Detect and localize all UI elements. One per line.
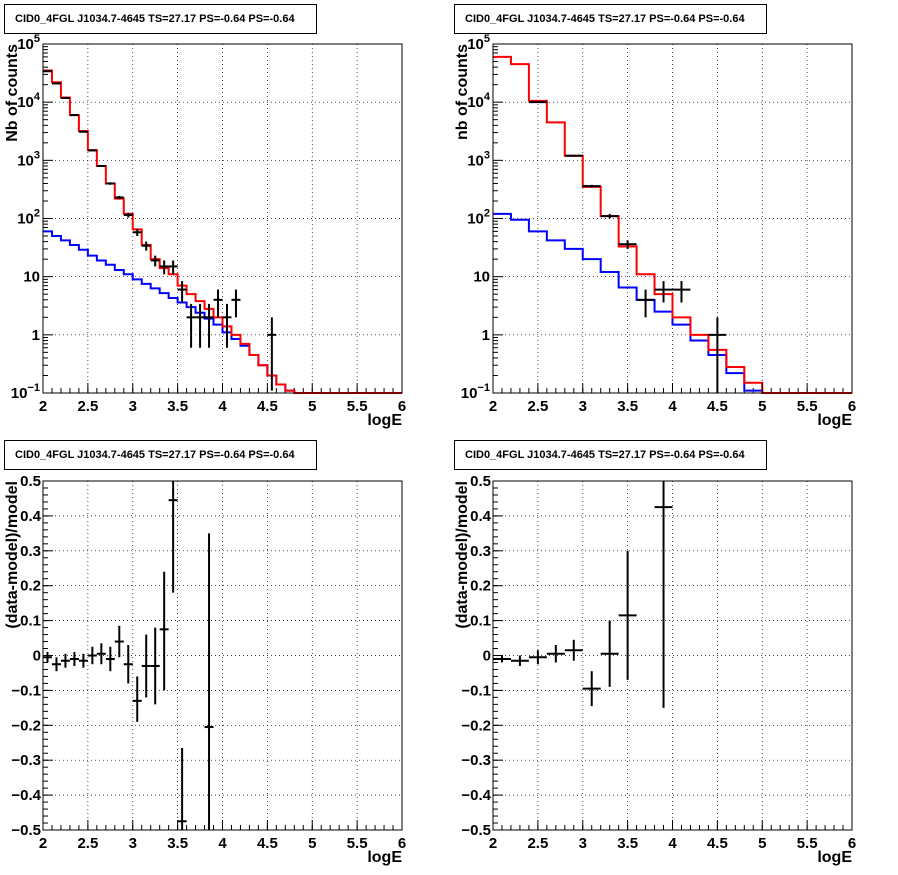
- panel-4-y-tick-label: −0.3: [461, 752, 491, 769]
- panel-2-y-tick-label: 103: [467, 149, 490, 169]
- panel-3-x-tick-label: 3.5: [167, 835, 188, 852]
- panel-4-x-tick-label: 3.5: [617, 835, 638, 852]
- panel-2-x-tick-label: 4.5: [707, 398, 728, 415]
- panel-2-y-tick-label: 105: [467, 33, 490, 53]
- panel-2-y-tick-label: 104: [467, 91, 491, 111]
- panel-1-y-tick-label: 105: [17, 33, 40, 53]
- panel-2-x-tick-label: 4: [668, 398, 677, 415]
- panel-2-y-tick-label: 10: [473, 269, 490, 286]
- panel-3-y-tick-label: 0.5: [20, 473, 41, 490]
- panel-1-x-tick-label: 3: [129, 398, 137, 415]
- panel-3-x-axis-title: logE: [367, 849, 402, 866]
- panel-4-x-tick-label: 5.5: [797, 835, 818, 852]
- panel-1-x-tick-label: 4.5: [257, 398, 278, 415]
- panel-1-x-tick-label: 5.5: [347, 398, 368, 415]
- panel-1-title: CID0_4FGL J1034.7-4645 TS=27.17 PS=-0.64…: [4, 4, 317, 34]
- panel-3-y-tick-label: 0.3: [20, 543, 41, 560]
- panel-4-x-tick-label: 2: [489, 835, 497, 852]
- panel-3-x-tick-label: 4.5: [257, 835, 278, 852]
- panel-3-y-tick-label: −0.1: [11, 682, 41, 699]
- panel-3-y-tick-label: −0.5: [11, 822, 41, 839]
- panel-1-x-tick-label: 3.5: [167, 398, 188, 415]
- panel-4-y-tick-label: −0.5: [461, 822, 491, 839]
- panel-3-y-tick-label: 0.2: [20, 578, 41, 595]
- panel-1-y-tick-label: 103: [17, 149, 40, 169]
- panel-4-x-tick-label: 3: [579, 835, 587, 852]
- panel-4-y-axis-title: (data-model)/model: [454, 481, 471, 629]
- panel-4-y-tick-label: 0.3: [470, 543, 491, 560]
- panel-4-y-tick-label: −0.1: [461, 682, 491, 699]
- panel-3-x-tick-label: 2: [39, 835, 47, 852]
- panel-4-x-tick-label: 4: [668, 835, 677, 852]
- panel-4-y-tick-label: 0.1: [470, 613, 491, 630]
- panel-4-y-tick-label: 0.5: [470, 473, 491, 490]
- panel-2-x-tick-label: 2.5: [527, 398, 548, 415]
- panel-2-x-tick-label: 6: [848, 398, 856, 415]
- panel-1-y-tick-label: 1: [32, 327, 40, 344]
- panel-4-x-tick-label: 5: [758, 835, 766, 852]
- panel-1-y-tick-label: 10: [23, 269, 40, 286]
- panel-3-y-tick-label: 0: [33, 648, 41, 665]
- panel-3-x-tick-label: 3: [129, 835, 137, 852]
- panel-2-x-tick-label: 5.5: [797, 398, 818, 415]
- panel-2-y-tick-label: 102: [467, 208, 490, 228]
- panel-2-y-axis-title: nb of counts: [454, 44, 471, 140]
- panel-3-x-tick-label: 6: [398, 835, 406, 852]
- panel-1-y-tick-label: 102: [17, 208, 40, 228]
- panel-4-y-tick-label: 0: [483, 648, 491, 665]
- panel-3-y-tick-label: −0.3: [11, 752, 41, 769]
- panel-2-x-tick-label: 3.5: [617, 398, 638, 415]
- panel-1-x-tick-label: 2.5: [77, 398, 98, 415]
- panel-1-x-axis-title: logE: [367, 412, 402, 429]
- panel-3-x-tick-label: 5: [308, 835, 316, 852]
- panel-3-title: CID0_4FGL J1034.7-4645 TS=27.17 PS=-0.64…: [4, 440, 317, 470]
- panel-1-x-tick-label: 5: [308, 398, 316, 415]
- panel-2-y-tick-label: 1: [482, 327, 490, 344]
- panel-1-y-axis-title: Nb of counts: [4, 44, 21, 142]
- panel-4-y-tick-label: 0.2: [470, 578, 491, 595]
- panel-4-y-tick-label: 0.4: [470, 508, 492, 525]
- panel-1-x-tick-label: 6: [398, 398, 406, 415]
- panel-3-y-axis-title: (data-model)/model: [4, 481, 21, 629]
- panel-4-x-axis-title: logE: [817, 849, 852, 866]
- panel-4-title: CID0_4FGL J1034.7-4645 TS=27.17 PS=-0.64…: [454, 440, 767, 470]
- panel-4-x-tick-label: 4.5: [707, 835, 728, 852]
- panel-2-x-axis-title: logE: [817, 412, 852, 429]
- panel-2-x-tick-label: 2: [489, 398, 497, 415]
- panel-4-x-tick-label: 6: [848, 835, 856, 852]
- panel-1-x-tick-label: 2: [39, 398, 47, 415]
- panel-2-x-tick-label: 3: [579, 398, 587, 415]
- panel-3-x-tick-label: 2.5: [77, 835, 98, 852]
- panel-2-title: CID0_4FGL J1034.7-4645 TS=27.17 PS=-0.64…: [454, 4, 767, 34]
- panel-2-x-tick-label: 5: [758, 398, 766, 415]
- panel-3-y-tick-label: −0.2: [11, 717, 41, 734]
- panel-3-y-tick-label: 0.1: [20, 613, 41, 630]
- panel-3-y-tick-label: −0.4: [11, 787, 41, 804]
- panel-3-x-tick-label: 4: [218, 835, 227, 852]
- panel-1-x-tick-label: 4: [218, 398, 227, 415]
- panel-2-y-tick-label: 10−1: [461, 382, 490, 402]
- panel-3-y-tick-label: 0.4: [20, 508, 42, 525]
- panel-1-y-tick-label: 10−1: [11, 382, 40, 402]
- panel-1-y-tick-label: 104: [17, 91, 41, 111]
- panel-4-x-tick-label: 2.5: [527, 835, 548, 852]
- panel-4-y-tick-label: −0.4: [461, 787, 491, 804]
- panel-3-x-tick-label: 5.5: [347, 835, 368, 852]
- panel-4-y-tick-label: −0.2: [461, 717, 491, 734]
